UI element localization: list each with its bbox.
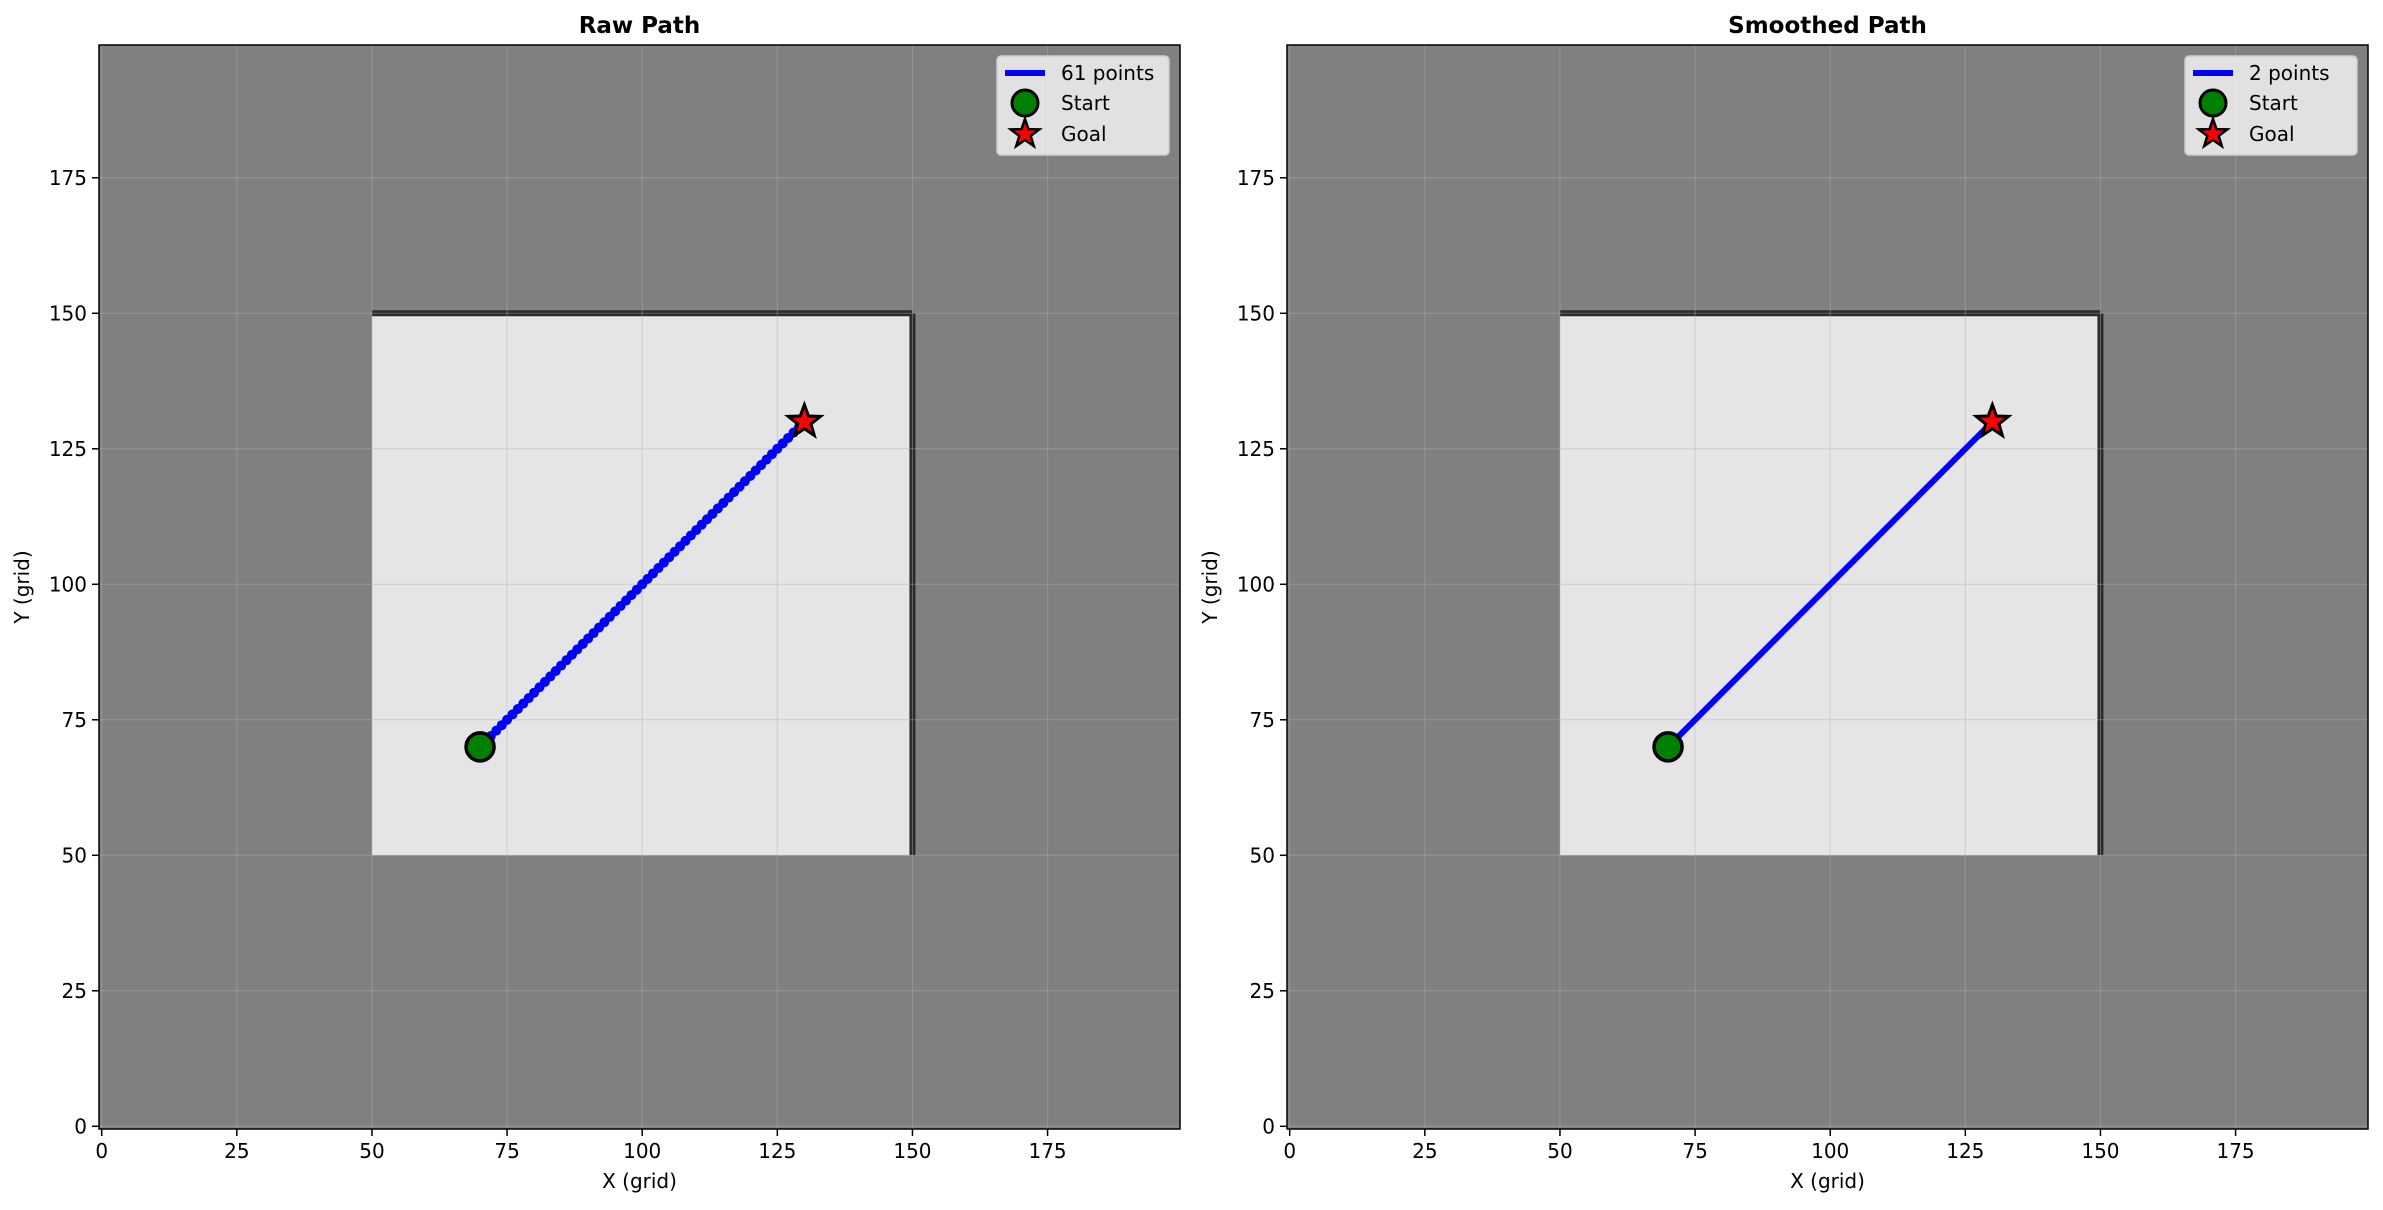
y-tick-label: 125 [1237,437,1275,461]
x-tick-label: 50 [1547,1139,1572,1163]
y-tick-label: 175 [49,166,87,190]
y-tick-label: 175 [1237,166,1275,190]
chart-title: Raw Path [579,13,701,39]
x-tick-label: 0 [1283,1139,1296,1163]
legend-start-swatch [1010,88,1040,118]
y-tick-label: 100 [1237,572,1275,596]
y-axis-label: Y (grid) [10,550,34,624]
y-axis-label: Y (grid) [1198,550,1222,624]
x-tick-label: 100 [1811,1139,1849,1163]
y-tick-label: 125 [49,437,87,461]
smoothed-path-line [1665,419,1995,750]
goal-marker [1972,400,2013,439]
chart-panel-1: 0 25 50 75 100 125 150 175 0 25 50 75 100 125 150 175 Ra… [10,13,1181,1193]
legend-label: Goal [1061,122,1107,146]
x-tick-label: 75 [1682,1139,1707,1163]
chart-title: Smoothed Path [1728,13,1927,39]
x-tick-label: 100 [623,1139,661,1163]
legend-label: Start [1061,91,1110,115]
goal-marker [784,400,825,439]
x-tick-label: 125 [1946,1139,1984,1163]
x-axis-label: X (grid) [1790,1169,1865,1193]
x-tick-label: 175 [2216,1139,2254,1163]
legend-label: Goal [2249,122,2295,146]
y-tick-label: 150 [1237,301,1275,325]
y-tick-label: 100 [49,572,87,596]
y-tick-label: 0 [1262,1114,1275,1138]
y-tick-label: 25 [62,979,87,1003]
legend: 61 points Start Goal [996,55,1170,156]
legend-label: 61 points [1061,61,1154,85]
y-tick-label: 50 [62,843,87,867]
legend-goal-swatch [2195,115,2231,150]
start-marker [1652,731,1684,763]
x-tick-label: 125 [758,1139,796,1163]
x-tick-label: 150 [2081,1139,2119,1163]
legend-goal-swatch [1007,115,1043,150]
y-tick-label: 150 [49,301,87,325]
x-tick-label: 150 [893,1139,931,1163]
x-axis-label: X (grid) [602,1169,677,1193]
legend-label: 2 points [2249,61,2330,85]
x-tick-label: 50 [359,1139,384,1163]
y-tick-label: 50 [1250,843,1275,867]
start-marker [464,731,496,763]
y-tick-label: 75 [62,708,87,732]
legend-label: Start [2249,91,2298,115]
legend-start-swatch [2198,88,2228,118]
y-tick-label: 75 [1250,708,1275,732]
x-tick-label: 75 [494,1139,519,1163]
y-tick-label: 25 [1250,979,1275,1003]
chart-panel-2: 0 25 50 75 100 125 150 175 0 25 50 75 100 125 150 175 Sm… [1198,13,2369,1193]
legend: 2 points Start Goal [2184,55,2358,156]
axes-frame [98,44,1181,1130]
x-tick-label: 25 [1412,1139,1437,1163]
x-tick-label: 0 [95,1139,108,1163]
x-tick-label: 175 [1028,1139,1066,1163]
x-tick-label: 25 [224,1139,249,1163]
axes-frame [1286,44,2369,1130]
y-tick-label: 0 [74,1114,87,1138]
